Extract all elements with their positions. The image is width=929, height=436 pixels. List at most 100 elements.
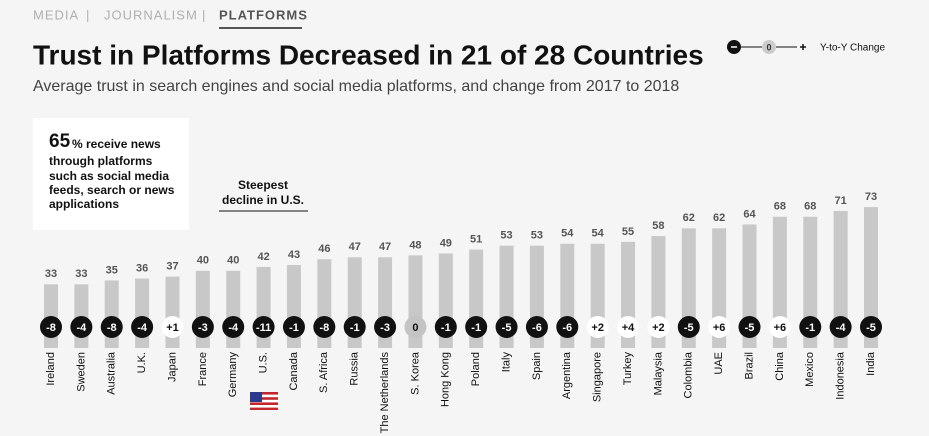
x-tick-label: Colombia: [683, 351, 695, 398]
change-label: -1: [805, 322, 815, 334]
change-circle: [70, 316, 93, 338]
value-label: 48: [409, 239, 421, 251]
flag-stripe: [250, 392, 278, 395]
change-label: -4: [228, 322, 239, 334]
x-tick-label: Russia: [349, 351, 361, 386]
x-tick-label: Turkey: [622, 352, 634, 386]
callout-text: feeds, search or news: [49, 183, 175, 197]
value-label: 62: [713, 212, 725, 224]
flag-stripe: [250, 407, 278, 410]
legend-zero-label: 0: [766, 42, 771, 52]
x-tick-label: Spain: [531, 352, 543, 380]
change-circle: [495, 316, 518, 338]
value-label: 42: [257, 251, 269, 263]
change-circle: [708, 316, 731, 338]
value-label: 58: [652, 220, 664, 232]
flag-stripe: [250, 402, 278, 405]
x-tick-label: Brazil: [743, 352, 755, 380]
change-label: +6: [713, 322, 726, 334]
x-tick-label: Indonesia: [835, 351, 847, 400]
value-label: 47: [379, 241, 391, 253]
callout-box: [33, 118, 189, 230]
bar: [833, 210, 848, 348]
change-label: -5: [866, 322, 876, 334]
bar: [803, 216, 818, 348]
change-label: -8: [46, 322, 56, 334]
annotation: decline in U.S.: [222, 193, 304, 207]
change-label: -8: [107, 322, 117, 334]
change-circle: [617, 316, 640, 338]
change-circle: [313, 316, 336, 338]
x-tick-label: Mexico: [804, 352, 816, 387]
change-circle: [252, 316, 275, 338]
change-label: -6: [562, 322, 572, 334]
breadcrumb: PLATFORMS: [219, 7, 308, 22]
change-circle: [161, 316, 184, 338]
x-tick-label: The Netherlands: [379, 352, 391, 434]
change-circle: [131, 316, 154, 338]
value-label: 35: [106, 264, 118, 276]
bar: [772, 216, 787, 348]
change-circle: [222, 316, 245, 338]
change-label: -1: [471, 322, 481, 334]
change-circle: [556, 316, 579, 338]
callout-text: % receive news: [72, 137, 161, 151]
legend-zero: [762, 40, 776, 54]
change-circle: [525, 316, 548, 338]
x-tick-label: China: [774, 351, 786, 381]
callout-text: applications: [49, 197, 119, 211]
change-label: -1: [350, 322, 360, 334]
change-circle: [738, 316, 761, 338]
change-circle: [647, 316, 670, 338]
x-tick-label: Australia: [106, 351, 118, 395]
callout-text: through platforms: [49, 154, 153, 168]
breadcrumb: MEDIA: [33, 7, 79, 22]
x-tick-label: India: [865, 351, 877, 376]
change-label: -8: [319, 322, 329, 334]
value-label: 54: [561, 228, 574, 240]
change-circle: [799, 316, 822, 338]
change-label: -11: [256, 322, 271, 334]
change-label: -5: [502, 322, 512, 334]
change-label: -3: [380, 322, 390, 334]
change-label: +2: [652, 322, 665, 334]
change-label: +6: [774, 322, 787, 334]
flag-canton: [250, 392, 262, 402]
value-label: 33: [45, 268, 57, 280]
value-label: 37: [166, 260, 178, 272]
x-tick-label: France: [197, 352, 209, 386]
bar: [864, 207, 878, 348]
breadcrumb-sep: |: [202, 7, 206, 22]
callout-text: such as social media: [49, 169, 169, 183]
change-circle: [282, 316, 305, 338]
change-label: +1: [166, 322, 179, 334]
x-tick-label: Argentina: [561, 351, 573, 399]
value-label: 53: [531, 230, 543, 242]
change-circle: [40, 316, 62, 338]
change-circle: [829, 316, 852, 338]
x-tick-label: Italy: [500, 352, 512, 373]
change-circle: [191, 316, 214, 338]
change-label: -5: [745, 322, 755, 334]
change-label: +4: [622, 322, 635, 334]
x-tick-label: Hong Kong: [440, 352, 452, 407]
legend-label: Y-to-Y Change: [820, 43, 885, 54]
annotation: Steepest: [238, 178, 288, 192]
change-label: -1: [441, 322, 451, 334]
change-label: -4: [836, 322, 847, 334]
change-label: -6: [532, 322, 542, 334]
x-tick-label: Canada: [288, 351, 300, 390]
change-circle: [677, 316, 700, 338]
value-label: 46: [318, 243, 330, 255]
change-circle: [465, 316, 488, 338]
value-label: 40: [197, 255, 209, 267]
value-label: 64: [743, 208, 756, 220]
chart-title: Trust in Platforms Decreased in 21 of 28…: [33, 39, 704, 70]
change-circle: [374, 316, 397, 338]
value-label: 62: [683, 212, 695, 224]
value-label: 43: [288, 249, 300, 261]
x-tick-label: S. Africa: [318, 351, 330, 393]
breadcrumb-sep: |: [86, 7, 90, 22]
value-label: 54: [592, 228, 605, 240]
